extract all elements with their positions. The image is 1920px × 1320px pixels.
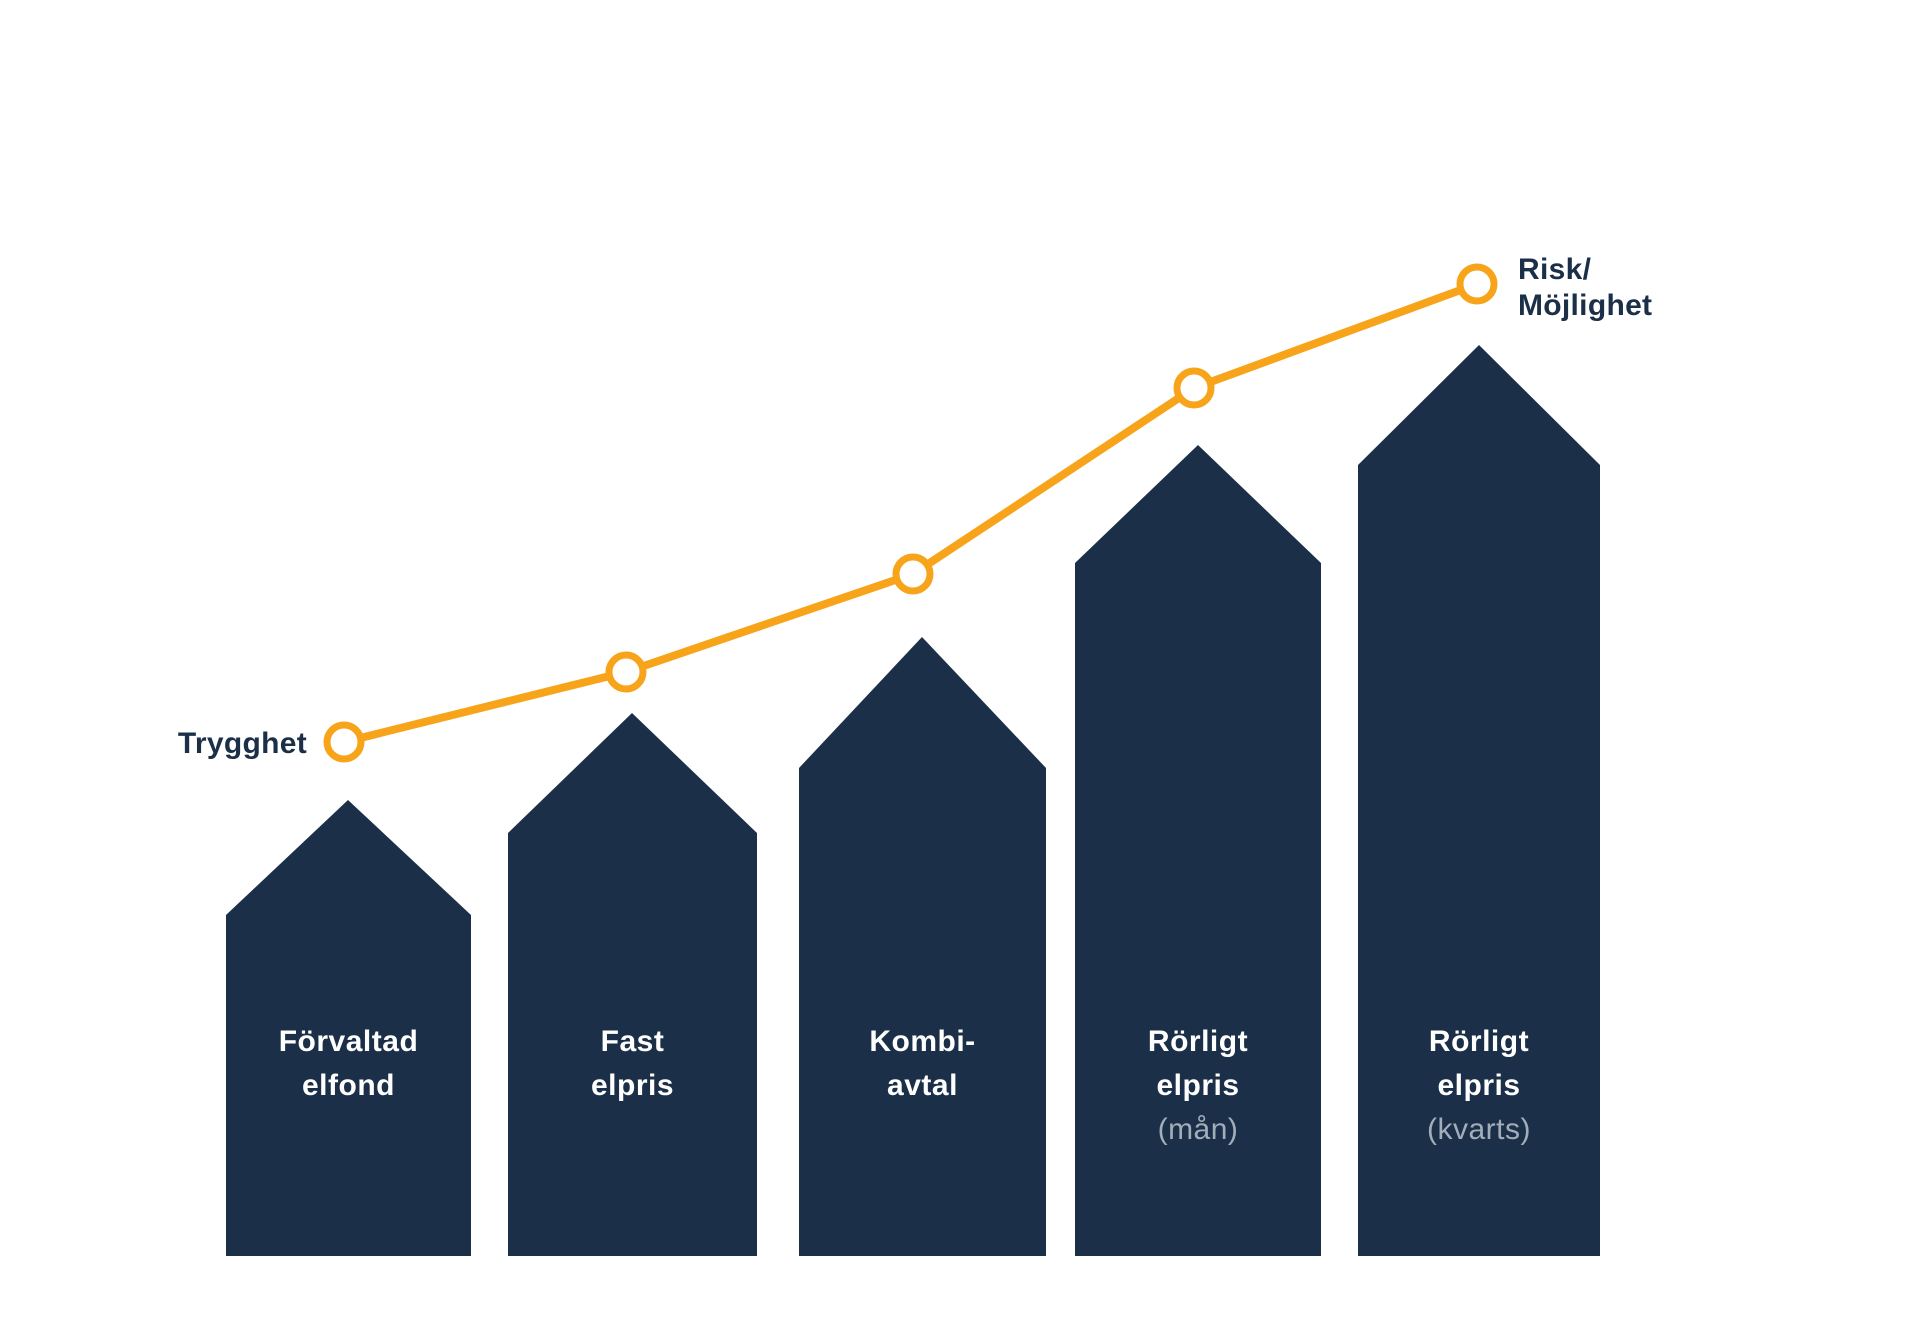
- bar-label-line: Kombi-: [869, 1025, 976, 1058]
- bar-shape-fast-elpris: [508, 713, 757, 1256]
- bar-label-line: Rörligt: [1428, 1025, 1530, 1058]
- bar-label-line: elpris: [590, 1069, 675, 1102]
- bar-label-line: Förvaltad: [278, 1025, 419, 1058]
- bar-label-fast-elpris: Fast elpris: [508, 1020, 757, 1108]
- bar-shape-kombi-avtal: [799, 637, 1046, 1256]
- bar-label-line: elfond: [302, 1069, 395, 1102]
- line-end-label-line1: Risk/: [1518, 253, 1592, 286]
- line-end-label: Risk/ Möjlighet: [1518, 252, 1652, 324]
- line-marker-2: [605, 651, 647, 693]
- bar-label-forvaltad-elfond: Förvaltad elfond: [226, 1020, 471, 1108]
- bar-shape-rorligt-elpris-kvarts: [1358, 345, 1600, 1256]
- line-marker-1: [323, 721, 365, 763]
- bar-label-subline: (mån): [1157, 1113, 1239, 1146]
- bar-label-rorligt-elpris-man: Rörligt elpris (mån): [1075, 1020, 1321, 1152]
- bar-label-line: elpris: [1437, 1069, 1521, 1102]
- line-marker-3: [892, 553, 934, 595]
- bar-label-rorligt-elpris-kvarts: Rörligt elpris (kvarts): [1358, 1020, 1600, 1152]
- line-start-label: Trygghet: [177, 727, 307, 760]
- bar-shape-rorligt-elpris-man: [1075, 445, 1321, 1256]
- bar-label-kombi-avtal: Kombi- avtal: [799, 1020, 1046, 1108]
- bar-label-line: elpris: [1156, 1069, 1240, 1102]
- bar-label-line: Rörligt: [1147, 1025, 1249, 1058]
- bar-label-line: avtal: [887, 1069, 958, 1102]
- line-marker-5: [1456, 263, 1498, 305]
- bar-label-line: Fast: [600, 1025, 665, 1058]
- line-marker-4: [1173, 367, 1215, 409]
- line-end-label-line2: Möjlighet: [1518, 289, 1653, 322]
- bar-label-subline: (kvarts): [1427, 1113, 1531, 1146]
- bar-shape-forvaltad-elfond: [226, 800, 471, 1256]
